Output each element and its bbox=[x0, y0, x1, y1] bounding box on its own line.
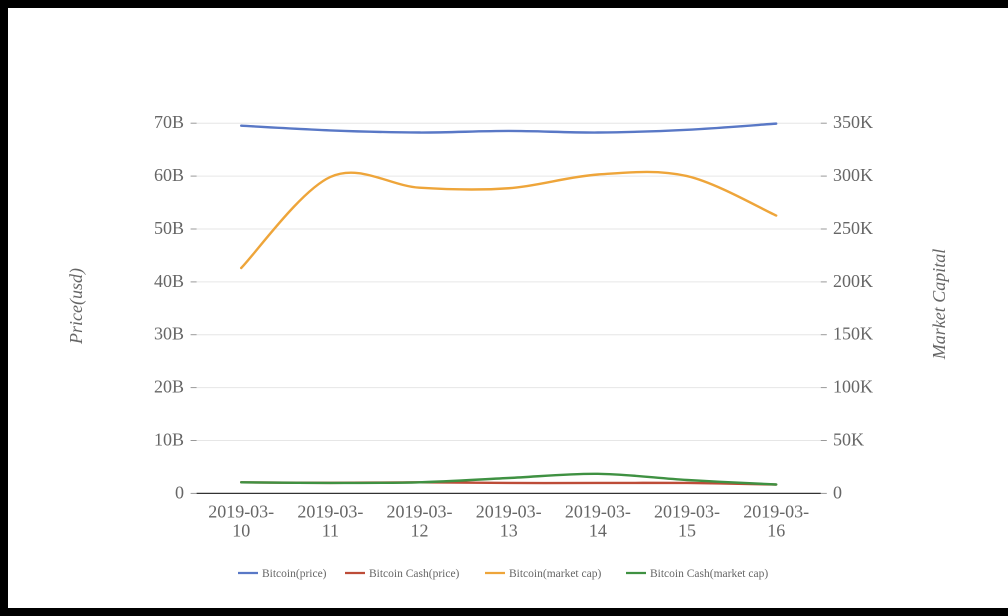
svg-text:350K: 350K bbox=[833, 112, 873, 132]
svg-text:10: 10 bbox=[232, 520, 250, 540]
svg-text:2019-03-: 2019-03- bbox=[297, 501, 363, 521]
svg-text:250K: 250K bbox=[833, 218, 873, 238]
svg-text:0: 0 bbox=[833, 482, 842, 502]
svg-text:150K: 150K bbox=[833, 324, 873, 344]
svg-text:2019-03-: 2019-03- bbox=[654, 501, 720, 521]
svg-text:30B: 30B bbox=[154, 324, 184, 344]
svg-text:Bitcoin(market cap): Bitcoin(market cap) bbox=[509, 568, 601, 580]
svg-text:0: 0 bbox=[175, 482, 184, 502]
svg-text:50B: 50B bbox=[154, 218, 184, 238]
svg-text:50K: 50K bbox=[833, 430, 864, 450]
svg-text:12: 12 bbox=[411, 520, 429, 540]
svg-text:200K: 200K bbox=[833, 271, 873, 291]
svg-text:2019-03-: 2019-03- bbox=[208, 501, 274, 521]
svg-text:40B: 40B bbox=[154, 271, 184, 291]
svg-text:14: 14 bbox=[589, 520, 607, 540]
svg-text:Market Capital: Market Capital bbox=[929, 249, 949, 361]
svg-text:Price(usd): Price(usd) bbox=[66, 268, 87, 345]
svg-text:11: 11 bbox=[322, 520, 339, 540]
svg-text:2019-03-: 2019-03- bbox=[743, 501, 809, 521]
svg-text:Bitcoin(price): Bitcoin(price) bbox=[262, 568, 327, 580]
svg-text:2019-03-: 2019-03- bbox=[565, 501, 631, 521]
svg-text:2019-03-: 2019-03- bbox=[387, 501, 453, 521]
svg-text:70B: 70B bbox=[154, 112, 184, 132]
svg-text:10B: 10B bbox=[154, 430, 184, 450]
svg-text:300K: 300K bbox=[833, 165, 873, 185]
svg-text:100K: 100K bbox=[833, 377, 873, 397]
svg-text:60B: 60B bbox=[154, 165, 184, 185]
svg-text:Bitcoin Cash(market cap): Bitcoin Cash(market cap) bbox=[650, 568, 768, 580]
svg-text:Bitcoin Cash(price): Bitcoin Cash(price) bbox=[369, 568, 460, 580]
svg-text:2019-03-: 2019-03- bbox=[476, 501, 542, 521]
svg-text:16: 16 bbox=[767, 520, 785, 540]
svg-text:15: 15 bbox=[678, 520, 696, 540]
svg-text:20B: 20B bbox=[154, 377, 184, 397]
svg-text:13: 13 bbox=[500, 520, 518, 540]
